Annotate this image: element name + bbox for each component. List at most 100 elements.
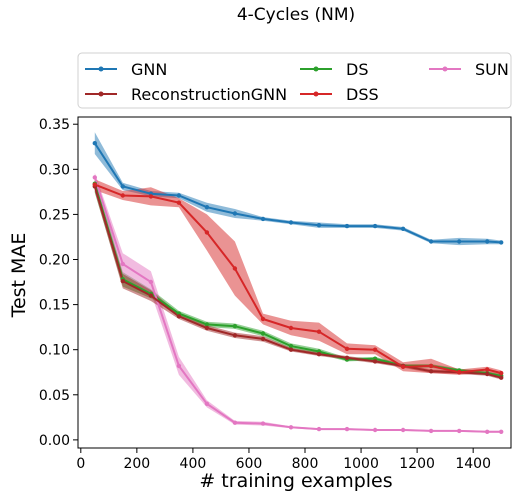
data-point-dss: [232, 266, 238, 271]
x-tick-label: 1400: [455, 456, 491, 472]
data-point-reconstructiongnn: [232, 333, 238, 338]
data-point-ds: [232, 324, 238, 329]
legend-marker-reconstructiongnn: [98, 91, 104, 97]
data-point-gnn: [232, 211, 238, 216]
data-point-sun: [260, 421, 266, 426]
series-line-ds: [93, 183, 502, 377]
data-point-gnn: [372, 223, 378, 229]
data-point-dss: [92, 182, 98, 187]
data-point-gnn: [92, 141, 98, 146]
data-point-dss: [499, 370, 504, 376]
data-point-ds: [288, 343, 294, 349]
plot-frame: [77, 116, 512, 449]
data-point-sun: [204, 401, 210, 406]
data-point-dss: [260, 316, 266, 322]
data-point-gnn: [316, 223, 322, 228]
data-point-sun: [316, 426, 322, 432]
data-point-reconstructiongnn: [485, 371, 490, 377]
data-point-sun: [176, 363, 182, 369]
series-band-reconstructiongnn: [94, 181, 502, 380]
data-point-gnn: [499, 240, 504, 245]
data-point-gnn: [260, 216, 266, 222]
y-tick-label: 0.35: [39, 117, 70, 133]
data-point-dss: [485, 367, 490, 372]
data-point-gnn: [457, 239, 462, 244]
y-tick-label: 0.10: [39, 343, 70, 359]
x-tick-label: 0: [76, 456, 85, 472]
legend-label-dss: DSS: [346, 85, 379, 104]
data-point-dss: [148, 194, 154, 199]
data-point-reconstructiongnn: [120, 278, 126, 284]
data-point-dss: [288, 325, 294, 331]
data-point-sun: [428, 428, 434, 434]
data-point-dss: [120, 193, 126, 198]
data-point-dss: [204, 230, 210, 235]
data-point-dss: [344, 346, 350, 351]
y-tick-label: 0.25: [39, 207, 70, 223]
legend-marker-ds: [313, 66, 319, 72]
chart-title: 4-Cycles (NM): [237, 5, 355, 25]
legend: GNN ReconstructionGNN DS DSS SUN: [77, 52, 512, 109]
y-tick-label: 0.15: [39, 298, 70, 314]
x-tick-label: 1000: [343, 456, 379, 472]
data-point-reconstructiongnn: [428, 369, 434, 374]
data-point-gnn: [400, 226, 406, 231]
series-line-sun: [93, 177, 502, 433]
series-band-gnn: [94, 132, 502, 246]
data-point-reconstructiongnn: [148, 293, 154, 298]
legend-marker-gnn: [98, 66, 104, 72]
legend-label-ds: DS: [346, 60, 368, 79]
data-point-reconstructiongnn: [260, 336, 266, 342]
x-tick-label: 1200: [399, 456, 435, 472]
data-point-dss: [400, 364, 406, 369]
series-line-dss: [94, 183, 502, 375]
legend-label-sun: SUN: [475, 60, 509, 79]
legend-frame: [77, 52, 512, 109]
data-point-sun: [92, 175, 98, 180]
data-point-reconstructiongnn: [316, 352, 322, 357]
data-point-dss: [457, 370, 462, 375]
series-line-gnn: [93, 142, 502, 244]
data-point-gnn: [344, 223, 350, 229]
legend-marker-dss: [313, 91, 319, 97]
data-point-sun: [372, 427, 378, 433]
data-point-sun: [288, 425, 294, 430]
y-tick-label: 0.00: [39, 433, 70, 449]
data-point-sun: [457, 428, 462, 434]
data-point-dss: [372, 347, 378, 352]
x-tick-label: 200: [123, 456, 150, 472]
data-point-reconstructiongnn: [176, 314, 182, 319]
data-point-gnn: [428, 239, 434, 244]
data-point-reconstructiongnn: [344, 355, 350, 360]
data-point-gnn: [120, 184, 126, 189]
y-tick-label: 0.20: [39, 253, 70, 269]
data-point-sun: [232, 420, 238, 425]
data-point-sun: [499, 429, 504, 434]
data-point-sun: [485, 429, 490, 434]
data-point-dss: [428, 363, 434, 369]
y-axis-title: Test MAE: [8, 233, 30, 319]
series-band-dss: [94, 179, 502, 376]
data-point-dss: [316, 329, 322, 334]
x-tick-label: 800: [292, 456, 319, 472]
data-point-dss: [176, 200, 182, 205]
data-point-sun: [400, 427, 406, 433]
y-tick-label: 0.05: [39, 388, 70, 404]
data-point-reconstructiongnn: [204, 325, 210, 331]
x-axis: 0 200 400 600 800 1000 1200 1400: [76, 448, 491, 472]
data-point-reconstructiongnn: [372, 359, 378, 364]
data-point-sun: [344, 426, 350, 432]
data-point-ds: [204, 322, 210, 327]
data-point-gnn: [176, 193, 182, 198]
plot-area: [92, 132, 504, 434]
data-point-reconstructiongnn: [499, 375, 504, 380]
data-point-gnn: [204, 205, 210, 210]
data-point-sun: [120, 261, 126, 267]
data-point-gnn: [288, 220, 294, 225]
legend-label-reconstructiongnn: ReconstructionGNN: [131, 85, 287, 104]
x-tick-label: 400: [180, 456, 207, 472]
data-point-sun: [148, 279, 154, 285]
legend-marker-sun: [442, 66, 448, 72]
legend-label-gnn: GNN: [131, 60, 167, 79]
